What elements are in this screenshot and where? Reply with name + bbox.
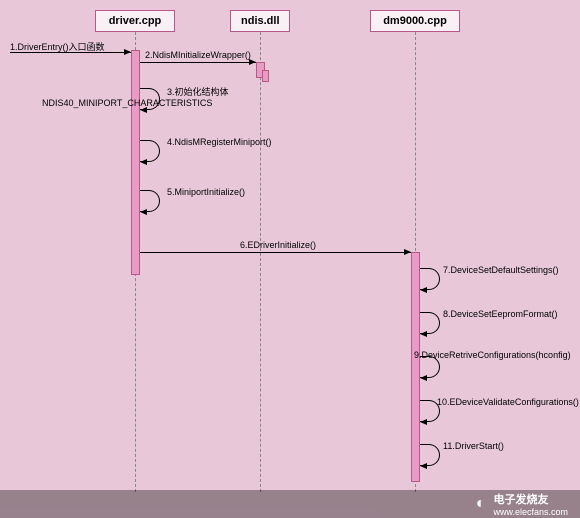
selfcall-head-m4 (140, 159, 147, 165)
arrow-head-m6 (404, 249, 411, 255)
selfcall-head-m5 (140, 209, 147, 215)
activation-ndis-nested (262, 70, 269, 82)
label-m8: 8.DeviceSetEepromFormat() (443, 309, 558, 319)
lifeline-ndis (260, 32, 261, 492)
arrow-head-m1 (124, 49, 131, 55)
selfcall-head-m9 (420, 375, 427, 381)
label-m10: 10.EDeviceValidateConfigurations() (437, 397, 579, 407)
footer-text-wrap: 电子发烧友 www.elecfans.com (493, 491, 568, 517)
label-m3b: NDIS40_MINIPORT_CHARACTERISTICS (42, 98, 212, 108)
participant-dm9000: dm9000.cpp (370, 10, 460, 32)
participant-ndis-label: ndis.dll (241, 15, 280, 27)
selfcall-head-m7 (420, 287, 427, 293)
label-m11: 11.DriverStart() (443, 441, 504, 451)
participant-ndis: ndis.dll (230, 10, 290, 32)
footer-brand: 电子发烧友 (493, 491, 568, 507)
label-m4: 4.NdisMRegisterMiniport() (167, 137, 272, 147)
participant-dm9000-label: dm9000.cpp (383, 15, 447, 27)
selfcall-head-m8 (420, 331, 427, 337)
label-m3a: 3.初始化结构体 (167, 85, 229, 98)
activation-dm9000 (411, 252, 420, 482)
label-m9: 9.DeviceRetriveConfigurations(hconfig) (414, 350, 571, 360)
arrow-m2 (140, 62, 256, 63)
label-m7: 7.DeviceSetDefaultSettings() (443, 265, 559, 275)
label-m1: 1.DriverEntry()入口函数 (10, 40, 105, 53)
label-m2: 2.NdisMInitializeWrapper() (145, 50, 251, 60)
footer-url: www.elecfans.com (493, 507, 568, 517)
selfcall-head-m11 (420, 463, 427, 469)
participant-driver: driver.cpp (95, 10, 175, 32)
footer-bar: ◐ 电子发烧友 www.elecfans.com (0, 490, 580, 518)
arrow-m6 (140, 252, 411, 253)
logo-icon: ◐ (476, 495, 486, 513)
participant-driver-label: driver.cpp (109, 15, 162, 27)
label-m5: 5.MiniportInitialize() (167, 187, 245, 197)
selfcall-head-m10 (420, 419, 427, 425)
activation-driver (131, 50, 140, 275)
label-m6: 6.EDriverInitialize() (240, 240, 316, 250)
